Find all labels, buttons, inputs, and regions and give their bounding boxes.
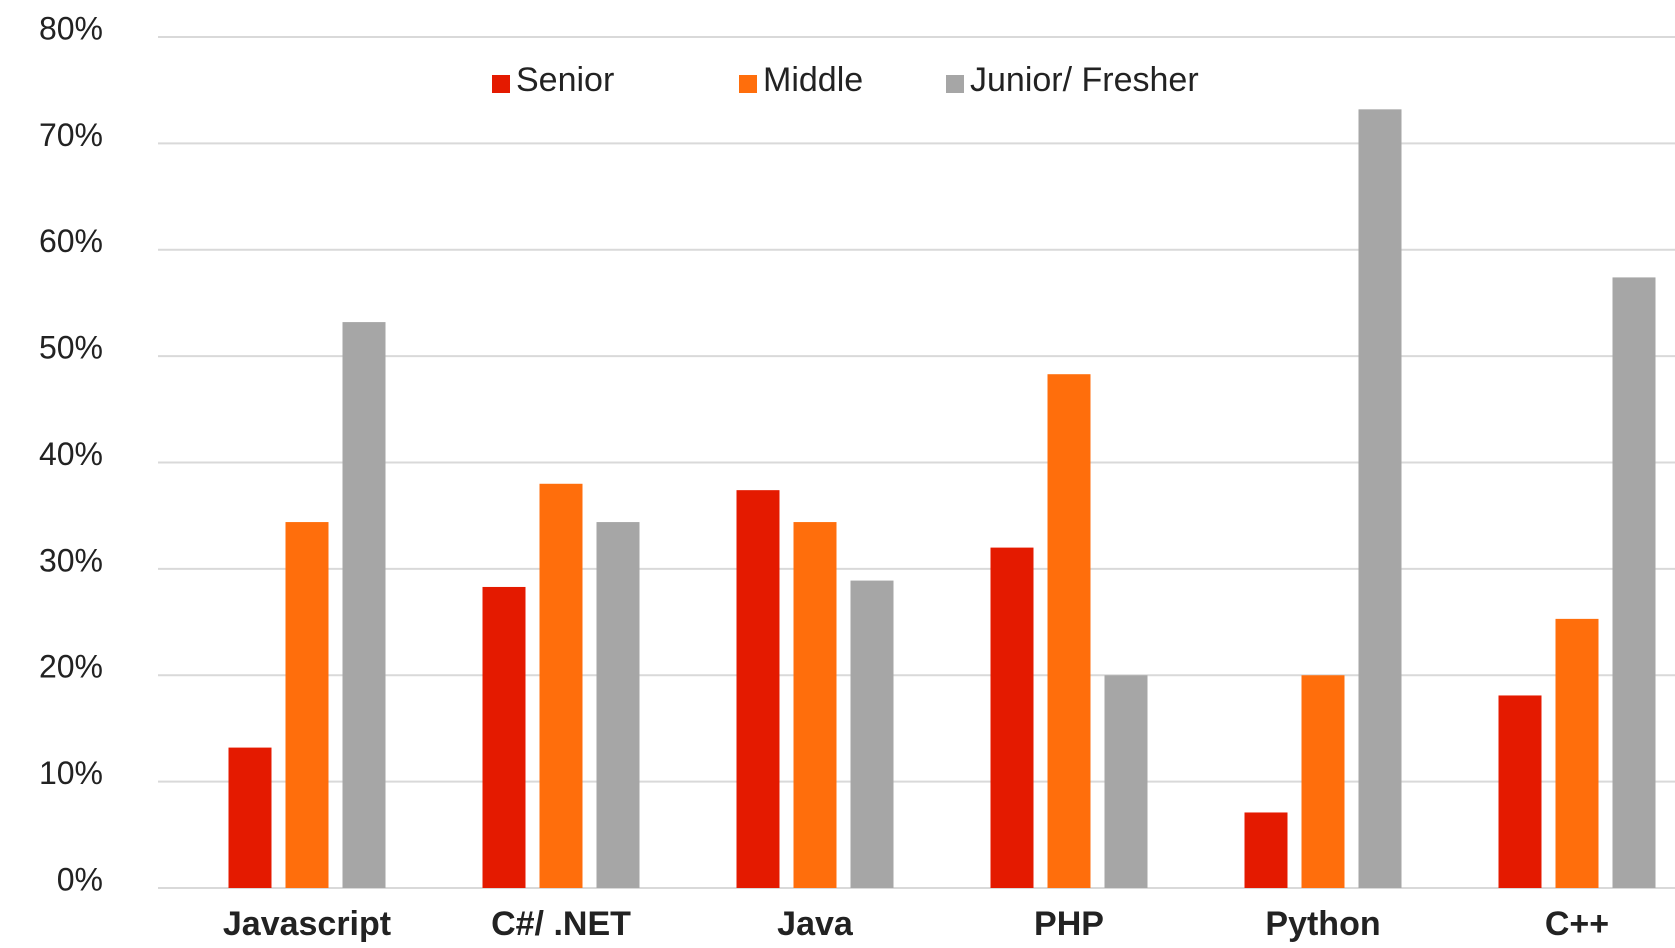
bar <box>539 483 583 888</box>
y-tick-label: 20% <box>39 649 103 685</box>
x-tick-label: Java <box>777 905 854 943</box>
bar <box>990 547 1034 888</box>
bar <box>1301 675 1345 888</box>
legend-label: Junior/ Fresher <box>970 61 1199 99</box>
y-tick-label: 10% <box>39 755 103 791</box>
bar <box>1104 675 1148 888</box>
legend-swatch <box>946 75 964 93</box>
bar <box>482 586 526 888</box>
bar <box>1244 812 1288 888</box>
bar <box>342 322 386 889</box>
y-tick-label: 50% <box>39 330 103 366</box>
bar <box>285 522 329 888</box>
bar <box>736 490 780 888</box>
legend-label: Senior <box>516 61 614 99</box>
y-tick-label: 70% <box>39 117 103 153</box>
x-tick-label: C#/ .NET <box>491 905 631 943</box>
x-tick-label: Javascript <box>223 905 391 943</box>
bar <box>1612 277 1656 889</box>
bar <box>596 522 640 888</box>
x-tick-label: C++ <box>1545 905 1609 943</box>
bar <box>850 580 894 888</box>
y-tick-label: 0% <box>57 861 103 897</box>
legend-label: Middle <box>763 61 863 99</box>
bar <box>1047 374 1091 888</box>
legend-swatch <box>492 75 510 93</box>
y-tick-label: 40% <box>39 436 103 472</box>
x-tick-label: Python <box>1265 905 1380 943</box>
bar <box>1555 618 1599 888</box>
bar <box>793 522 837 888</box>
y-tick-label: 60% <box>39 223 103 259</box>
bar <box>1358 109 1402 888</box>
y-tick-label: 80% <box>39 10 103 46</box>
bar <box>228 747 272 888</box>
bar <box>1498 695 1542 888</box>
y-tick-label: 30% <box>39 542 103 578</box>
legend-swatch <box>739 75 757 93</box>
x-tick-label: PHP <box>1034 905 1104 943</box>
